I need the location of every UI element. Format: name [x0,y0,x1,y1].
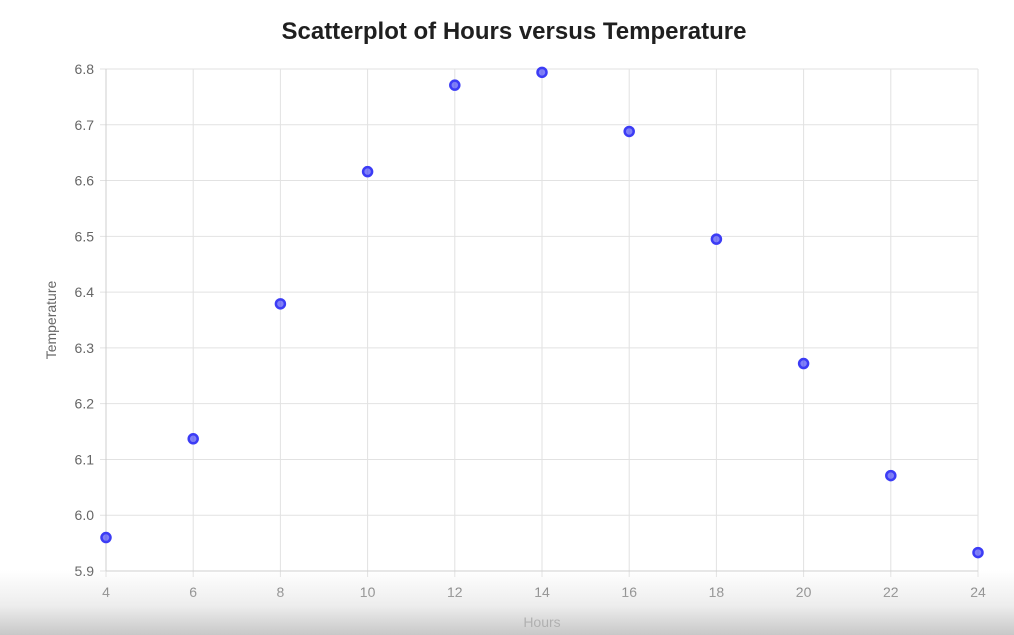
data-points [100,66,984,559]
y-tick-label: 6.1 [75,451,95,467]
data-point [100,531,112,544]
data-point [797,357,810,370]
x-tick-label: 4 [102,584,110,600]
data-point [187,433,199,445]
data-point [274,298,287,310]
x-tick-label: 12 [447,584,463,600]
y-tick-label: 6.5 [75,228,95,244]
x-tick-label: 10 [360,584,376,600]
y-tick-label: 6.6 [75,173,95,189]
x-tick-label: 20 [796,584,812,600]
tick-labels: 4 6 8 10 12 14 16 18 20 22 24 5.9 6.0 6.1 6.2 6.3 6.4 6.5… [75,61,986,600]
x-tick-label: 24 [970,584,986,600]
y-axis-title: Temperature [43,280,59,359]
x-tick-label: 18 [709,584,725,600]
y-tick-label: 6.2 [75,396,95,412]
data-point [361,165,374,178]
data-point [972,546,984,559]
y-tick-label: 6.7 [75,117,95,133]
y-tick-label: 6.3 [75,340,95,356]
chart-title: Scatterplot of Hours versus Temperature [281,18,747,45]
data-point [710,233,723,245]
y-tick-label: 6.4 [75,284,95,300]
x-tick-label: 16 [621,584,637,600]
x-tick-label: 6 [189,584,197,600]
x-tick-label: 8 [277,584,285,600]
data-point [449,79,461,91]
x-tick-label: 14 [534,584,550,600]
y-tick-label: 6.8 [75,61,95,77]
y-tick-label: 5.9 [75,563,95,579]
data-point [536,66,548,79]
y-tick-label: 6.0 [75,507,95,523]
x-tick-label: 22 [883,584,899,600]
data-point [885,469,897,482]
grid-lines [100,68,979,577]
data-point [623,125,635,138]
x-axis-title: Hours [523,614,560,630]
